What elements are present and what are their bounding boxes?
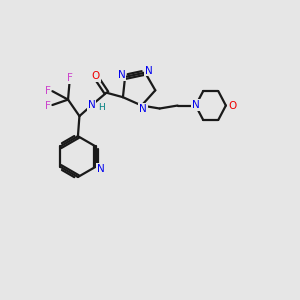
Text: N: N [97,164,105,174]
Text: H: H [98,103,105,112]
Text: F: F [45,101,51,111]
Text: N: N [88,100,95,110]
Text: F: F [45,85,51,96]
Text: F: F [67,73,73,83]
Text: N: N [145,65,153,76]
Text: O: O [228,100,237,110]
Text: N: N [192,100,200,110]
Text: N: N [118,70,125,80]
Text: O: O [92,71,100,81]
Text: N: N [139,104,147,114]
